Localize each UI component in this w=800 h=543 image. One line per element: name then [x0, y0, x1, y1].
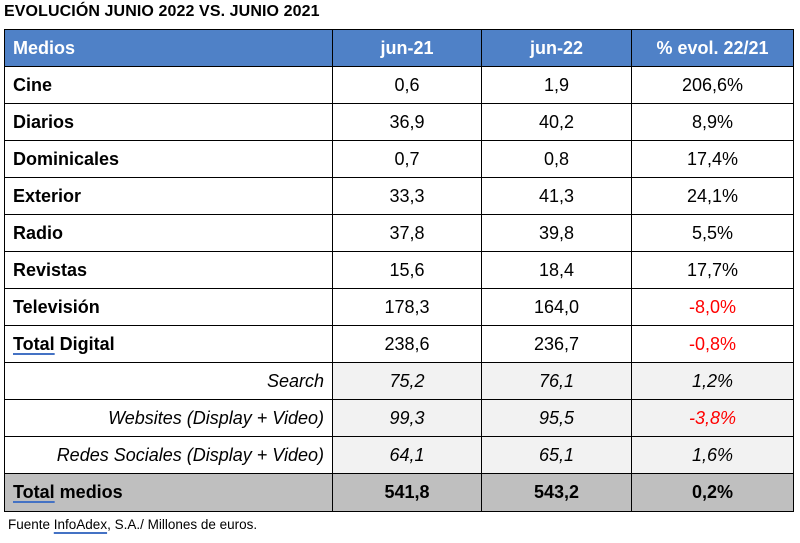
row-label: Televisión: [4, 288, 333, 326]
cell-jun21: 36,9: [332, 103, 482, 141]
row-label: Revistas: [4, 251, 333, 289]
cell-jun21: 64,1: [332, 436, 482, 474]
column-header-jun21: jun-21: [332, 29, 482, 67]
cell-evol: -3,8%: [631, 399, 794, 437]
row-label: Total Digital: [4, 325, 333, 363]
cell-jun22: 41,3: [481, 177, 632, 215]
cell-evol: -0,8%: [631, 325, 794, 363]
cell-jun22: 39,8: [481, 214, 632, 252]
cell-jun22: 18,4: [481, 251, 632, 289]
cell-evol: 1,2%: [631, 362, 794, 400]
table-row: Total Digital 238,6 236,7 -0,8%: [4, 325, 794, 363]
row-label: Diarios: [4, 103, 333, 141]
column-header-evol: % evol. 22/21: [631, 29, 794, 67]
media-evolution-table: Medios jun-21 jun-22 % evol. 22/21 Cine …: [4, 29, 794, 512]
cell-evol: 8,9%: [631, 103, 794, 141]
source-suffix: , S.A./ Millones de euros.: [107, 517, 258, 532]
cell-jun21: 37,8: [332, 214, 482, 252]
total-label-rest: medios: [54, 482, 123, 502]
total-label: Total medios: [4, 473, 333, 512]
table-title: EVOLUCIÓN JUNIO 2022 VS. JUNIO 2021: [4, 3, 320, 20]
cell-jun22: 65,1: [481, 436, 632, 474]
cell-jun21: 15,6: [332, 251, 482, 289]
total-label-underlined: Total: [13, 482, 55, 502]
cell-jun22: 236,7: [481, 325, 632, 363]
table-row-sub: Redes Sociales (Display + Video) 64,1 65…: [4, 436, 794, 474]
cell-jun22: 76,1: [481, 362, 632, 400]
table-row: Radio 37,8 39,8 5,5%: [4, 214, 794, 252]
table-row: Revistas 15,6 18,4 17,7%: [4, 251, 794, 289]
cell-jun21: 75,2: [332, 362, 482, 400]
table-row: Exterior 33,3 41,3 24,1%: [4, 177, 794, 215]
cell-jun22: 164,0: [481, 288, 632, 326]
total-evol: 0,2%: [631, 473, 794, 512]
row-label-underlined: Total: [13, 333, 55, 354]
cell-evol: 17,4%: [631, 140, 794, 178]
row-label: Radio: [4, 214, 333, 252]
source-company: InfoAdex: [53, 517, 108, 532]
cell-evol: -8,0%: [631, 288, 794, 326]
cell-jun21: 178,3: [332, 288, 482, 326]
cell-jun22: 1,9: [481, 66, 632, 104]
total-row: Total medios 541,8 543,2 0,2%: [4, 473, 794, 512]
cell-evol: 1,6%: [631, 436, 794, 474]
cell-jun21: 0,6: [332, 66, 482, 104]
source-note: Fuente InfoAdex, S.A./ Millones de euros…: [8, 517, 257, 532]
row-label: Exterior: [4, 177, 333, 215]
table-row: Televisión 178,3 164,0 -8,0%: [4, 288, 794, 326]
cell-jun21: 33,3: [332, 177, 482, 215]
table-row-sub: Search 75,2 76,1 1,2%: [4, 362, 794, 400]
table-header-row: Medios jun-21 jun-22 % evol. 22/21: [4, 29, 794, 67]
source-prefix: Fuente: [8, 517, 54, 532]
column-header-medios: Medios: [4, 29, 333, 67]
cell-evol: 206,6%: [631, 66, 794, 104]
row-label-rest: Digital: [54, 333, 115, 354]
total-jun21: 541,8: [332, 473, 482, 512]
cell-jun21: 99,3: [332, 399, 482, 437]
cell-jun21: 238,6: [332, 325, 482, 363]
row-label: Search: [4, 362, 333, 400]
table-row: Cine 0,6 1,9 206,6%: [4, 66, 794, 104]
row-label: Redes Sociales (Display + Video): [4, 436, 333, 474]
cell-evol: 24,1%: [631, 177, 794, 215]
table-row: Dominicales 0,7 0,8 17,4%: [4, 140, 794, 178]
row-label: Dominicales: [4, 140, 333, 178]
cell-evol: 5,5%: [631, 214, 794, 252]
column-header-jun22: jun-22: [481, 29, 632, 67]
total-jun22: 543,2: [481, 473, 632, 512]
cell-jun22: 40,2: [481, 103, 632, 141]
row-label: Websites (Display + Video): [4, 399, 333, 437]
row-label: Cine: [4, 66, 333, 104]
cell-jun21: 0,7: [332, 140, 482, 178]
cell-evol: 17,7%: [631, 251, 794, 289]
table-row-sub: Websites (Display + Video) 99,3 95,5 -3,…: [4, 399, 794, 437]
cell-jun22: 0,8: [481, 140, 632, 178]
cell-jun22: 95,5: [481, 399, 632, 437]
table-row: Diarios 36,9 40,2 8,9%: [4, 103, 794, 141]
